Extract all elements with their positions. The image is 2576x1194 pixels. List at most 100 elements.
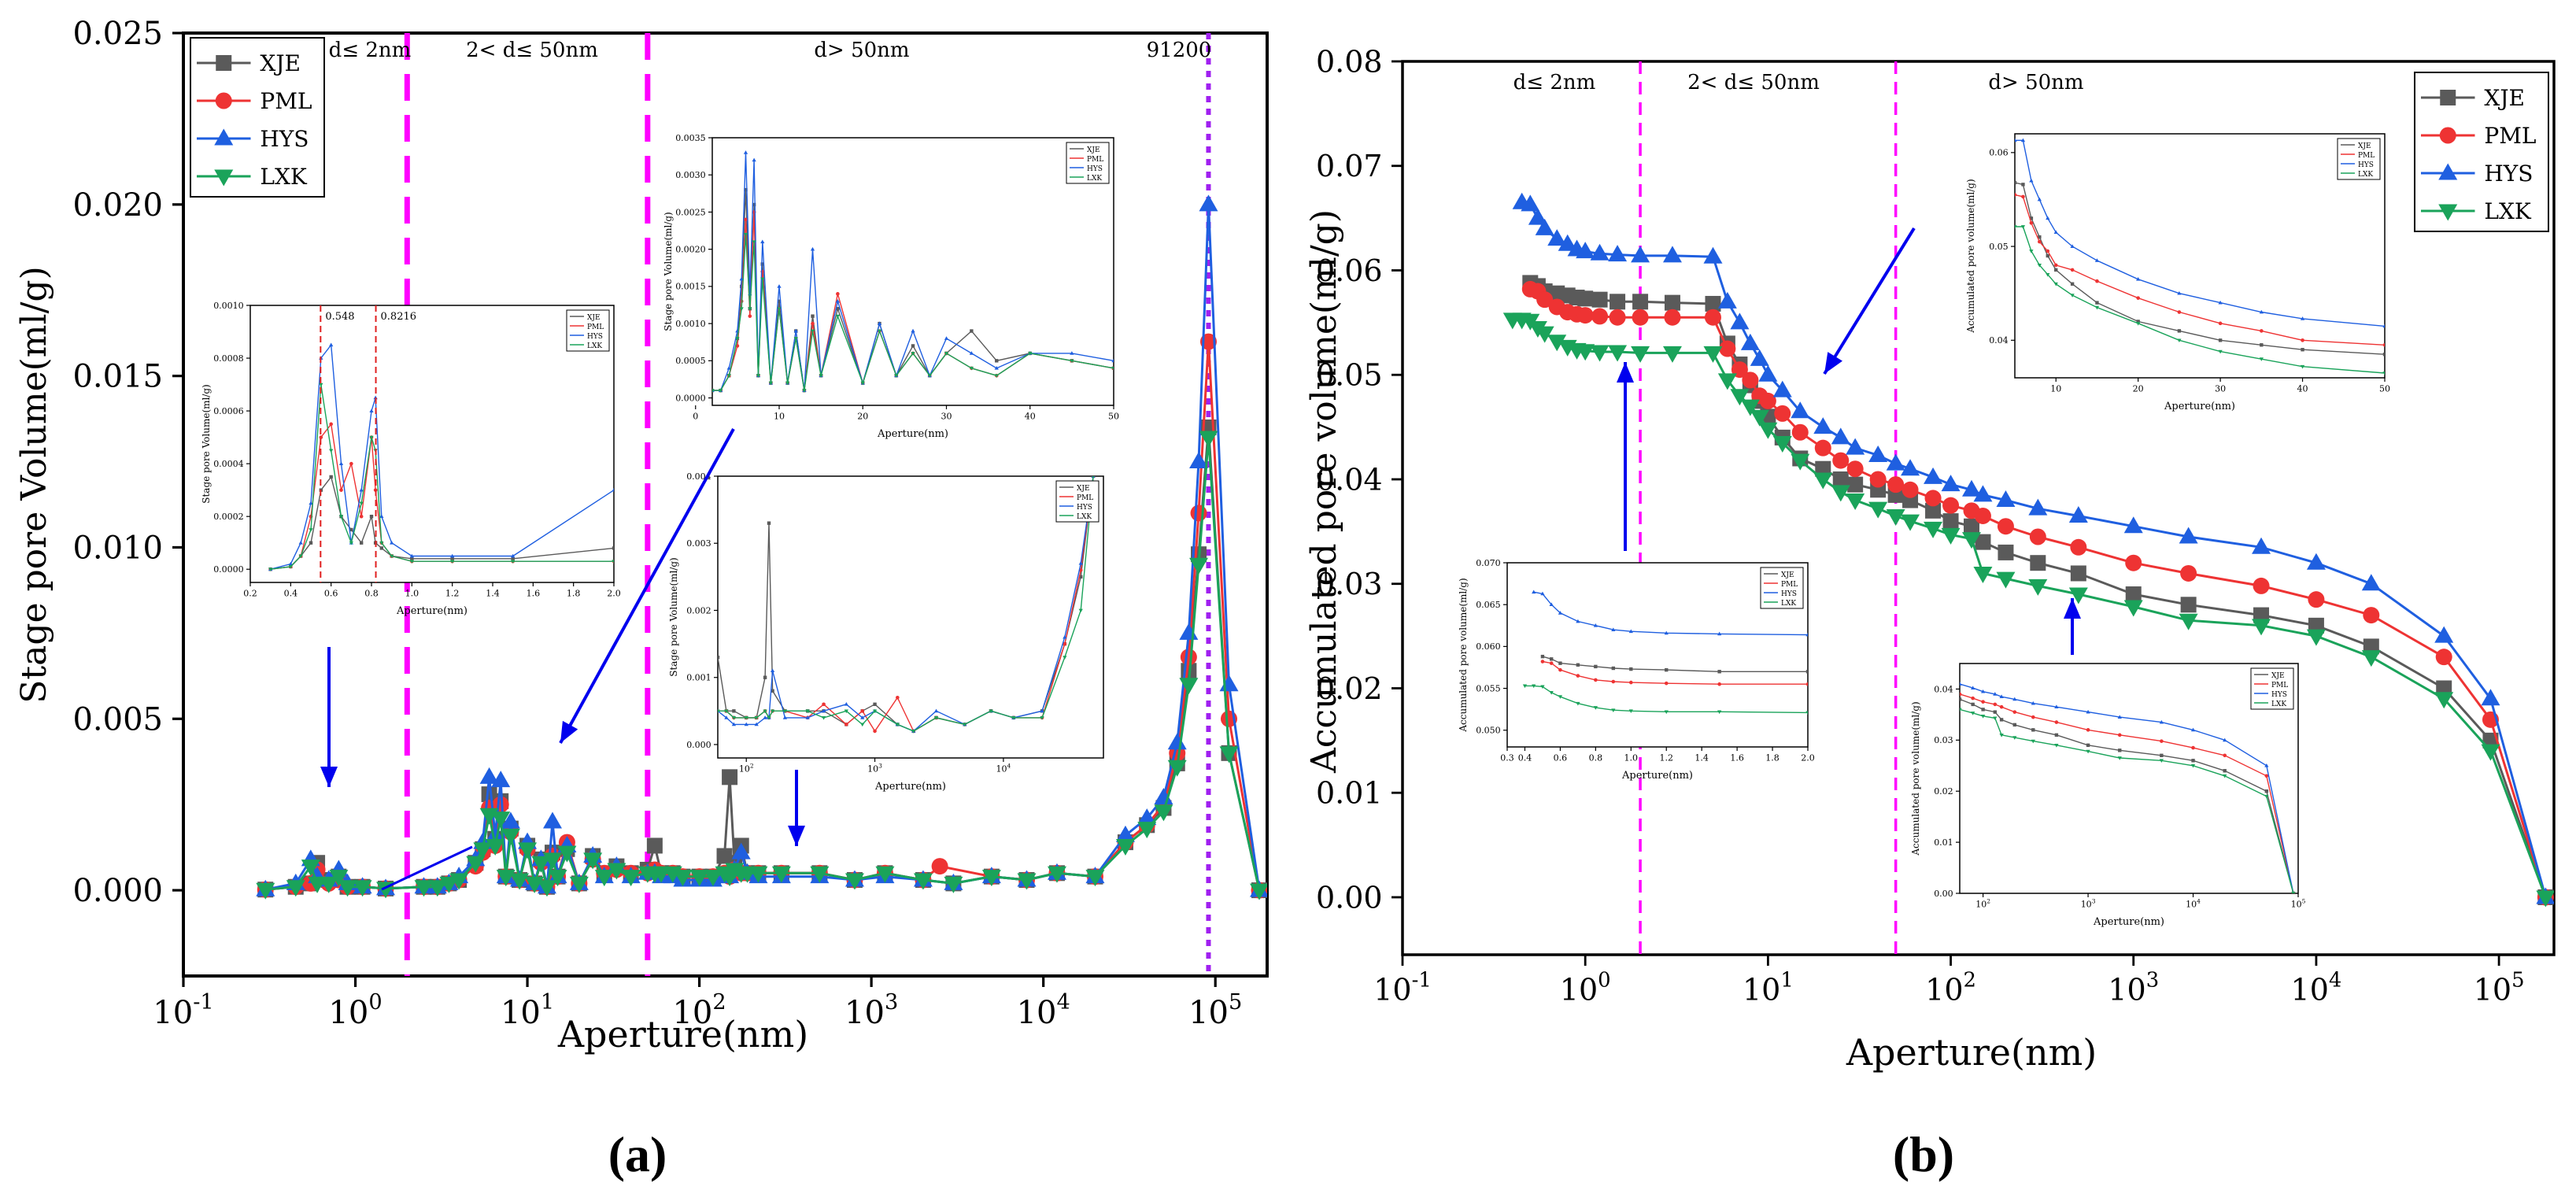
a-inset-medium-pores-y-tick-label: 0.0030 xyxy=(675,170,706,180)
b-inset-large-pores-point-pml xyxy=(1993,702,1998,707)
a-inset-small-pores-point-lxk xyxy=(369,435,374,440)
b-inset-large-pores-point-lxk xyxy=(1971,712,1975,715)
a-inset-large-pores-point-lxk xyxy=(754,715,759,720)
b-inset-small-pores-point-pml xyxy=(1594,678,1598,682)
b-inset-large-pores-point-hys xyxy=(1999,694,2004,699)
b-point-hys xyxy=(1772,380,1792,397)
b-inset-small-pores-x-tick-label: 0.4 xyxy=(1518,753,1532,763)
a-arrow-medium xyxy=(559,428,735,744)
a-inset-large-pores-point-lxk xyxy=(718,709,720,714)
a-inset-large-pores-point-hys xyxy=(724,715,729,719)
b-point-lxk xyxy=(1590,345,1610,362)
a-inset-large-pores-point-lxk xyxy=(731,715,737,720)
b-inset-small-pores-point-xje xyxy=(1540,654,1545,659)
a-point-hys xyxy=(479,767,499,784)
b-point-hys xyxy=(2123,516,2143,534)
a-inset-large-pores-point-hys xyxy=(731,722,737,726)
b-inset-medium-pores-point-hys xyxy=(2136,277,2141,281)
b-inset-small-pores-x-tick-label: 0.8 xyxy=(1589,753,1603,763)
b-inset-large-pores-point-hys xyxy=(1971,686,1975,690)
b-region-label: d≤ 2nm xyxy=(1513,71,1596,94)
a-arrow-medium-head xyxy=(560,720,578,743)
b-inset-large-pores-point-hys xyxy=(2012,697,2017,701)
b-inset-small-pores-point-pml xyxy=(1540,660,1545,664)
b-inset-medium-pores-point-pml xyxy=(2029,220,2034,225)
a-inset-large-pores-point-lxk xyxy=(895,723,900,727)
a-point-lxk xyxy=(913,873,933,890)
a-inset-small-pores-point-hys xyxy=(329,342,334,347)
a-inset-medium-pores-frame xyxy=(711,137,1114,406)
b-inset-small-pores-point-pml xyxy=(1805,682,1808,686)
b-inset-medium-pores-point-hys xyxy=(2053,230,2058,235)
b-inset-small-pores-point-hys xyxy=(1549,602,1554,607)
a-point-lxk xyxy=(748,866,768,883)
a-inset-large-pores-point-hys xyxy=(770,668,775,673)
b-inset-small-pores-point-lxk xyxy=(1628,709,1633,714)
b-inset-small-pores-x-tick-label: 1.2 xyxy=(1659,753,1673,763)
panel-b-y-axis-label: Accumulated pore volume(ml/g) xyxy=(1304,209,1344,774)
a-inset-medium-pores-point-hys xyxy=(752,157,756,162)
a-inset-small-pores-point-hys xyxy=(298,540,303,545)
b-inset-small-pores-point-pml xyxy=(1717,682,1721,686)
b-point-hys xyxy=(1576,242,1595,259)
a-inset-small-pores-point-hys xyxy=(369,408,374,412)
a-inset-medium-pores-point-hys xyxy=(944,336,949,340)
a-inset-small-pores-point-hys xyxy=(612,487,614,492)
b-point-lxk xyxy=(2179,613,2198,630)
a-inset-medium-pores-point-lxk xyxy=(927,374,932,378)
a-inset-medium-pores-point-xje xyxy=(970,329,974,333)
a-inset-medium-pores-point-xje xyxy=(777,299,782,303)
a-inset-large-pores-legend-label: XJE xyxy=(1077,485,1090,493)
a-inset-large-pores-point-lxk xyxy=(872,709,878,714)
a-point-hys xyxy=(1189,452,1209,469)
a-point-lxk xyxy=(329,870,349,887)
b-inset-large-pores-point-xje xyxy=(1993,710,1998,714)
b-point-hys xyxy=(1631,246,1650,263)
a-inset-medium-pores-point-lxk xyxy=(743,232,748,237)
b-inset-large-pores-x-tick-label: 105 xyxy=(2291,898,2306,910)
b-point-pml xyxy=(1814,439,1831,457)
b-inset-medium-pores-point-lxk xyxy=(2020,225,2026,229)
b-point-lxk xyxy=(1813,472,1833,490)
b-point-hys xyxy=(1924,467,1943,484)
b-point-lxk xyxy=(1868,501,1888,519)
a-inset-small-pores-legend-label: PML xyxy=(587,323,604,331)
a-inset-medium-pores-point-lxk xyxy=(969,366,974,371)
a-point-hys xyxy=(1167,733,1187,750)
a-point-lxk xyxy=(510,873,530,890)
a-point-lxk xyxy=(1137,822,1157,839)
a-inset-medium-pores-point-pml xyxy=(748,314,752,318)
b-inset-small-pores-y-tick-label: 0.060 xyxy=(1476,641,1501,652)
b-point-xje xyxy=(1664,294,1680,311)
b-inset-large-pores-point-xje xyxy=(2086,743,2090,748)
b-point-xje xyxy=(1632,294,1649,310)
a-inset-small-pores-point-xje xyxy=(359,541,364,545)
a-point-lxk xyxy=(875,866,895,883)
a-series-group xyxy=(256,194,1267,900)
a-y-tick-label: 0.000 xyxy=(72,873,163,909)
b-inset-medium-pores-point-pml xyxy=(2177,310,2182,314)
a-point-lxk xyxy=(543,852,563,870)
a-point-hys xyxy=(501,811,520,829)
a-inset-small-pores-point-xje xyxy=(410,556,414,561)
a-x-tick-label: 10-1 xyxy=(153,990,213,1031)
b-inset-large-pores-point-lxk xyxy=(1960,708,1962,712)
b-arrow-medium-head xyxy=(1824,352,1843,374)
b-inset-medium-pores-legend-label: PML xyxy=(2358,152,2375,160)
a-inset-large-pores-point-pml xyxy=(1063,641,1067,646)
b-inset-medium-pores-point-xje xyxy=(2095,301,2099,305)
a-point-lxk xyxy=(594,870,614,887)
panel-a-y-axis-label: Stage pore Volume(ml/g) xyxy=(14,266,54,703)
b-inset-small-pores-x-tick-label: 0.6 xyxy=(1554,753,1568,763)
b-inset-small-pores-point-xje xyxy=(1717,670,1721,674)
b-point-pml xyxy=(1774,405,1791,422)
b-inset-large-pores-legend-label: HYS xyxy=(2271,691,2287,699)
a-inset-large-pores-point-xje xyxy=(732,709,736,713)
a-inset-small-pores-point-pml xyxy=(359,514,364,519)
a-inset-small-pores-y-tick-label: 0.0004 xyxy=(213,459,244,469)
a-inset-medium-pores-y-label: Stage pore Volume(ml/g) xyxy=(663,212,674,331)
a-point-lxk xyxy=(319,876,338,893)
b-inset-medium-pores-point-lxk xyxy=(2070,294,2075,298)
b-point-hys xyxy=(1608,245,1628,262)
b-inset-large-pores-point-lxk xyxy=(2223,774,2227,778)
